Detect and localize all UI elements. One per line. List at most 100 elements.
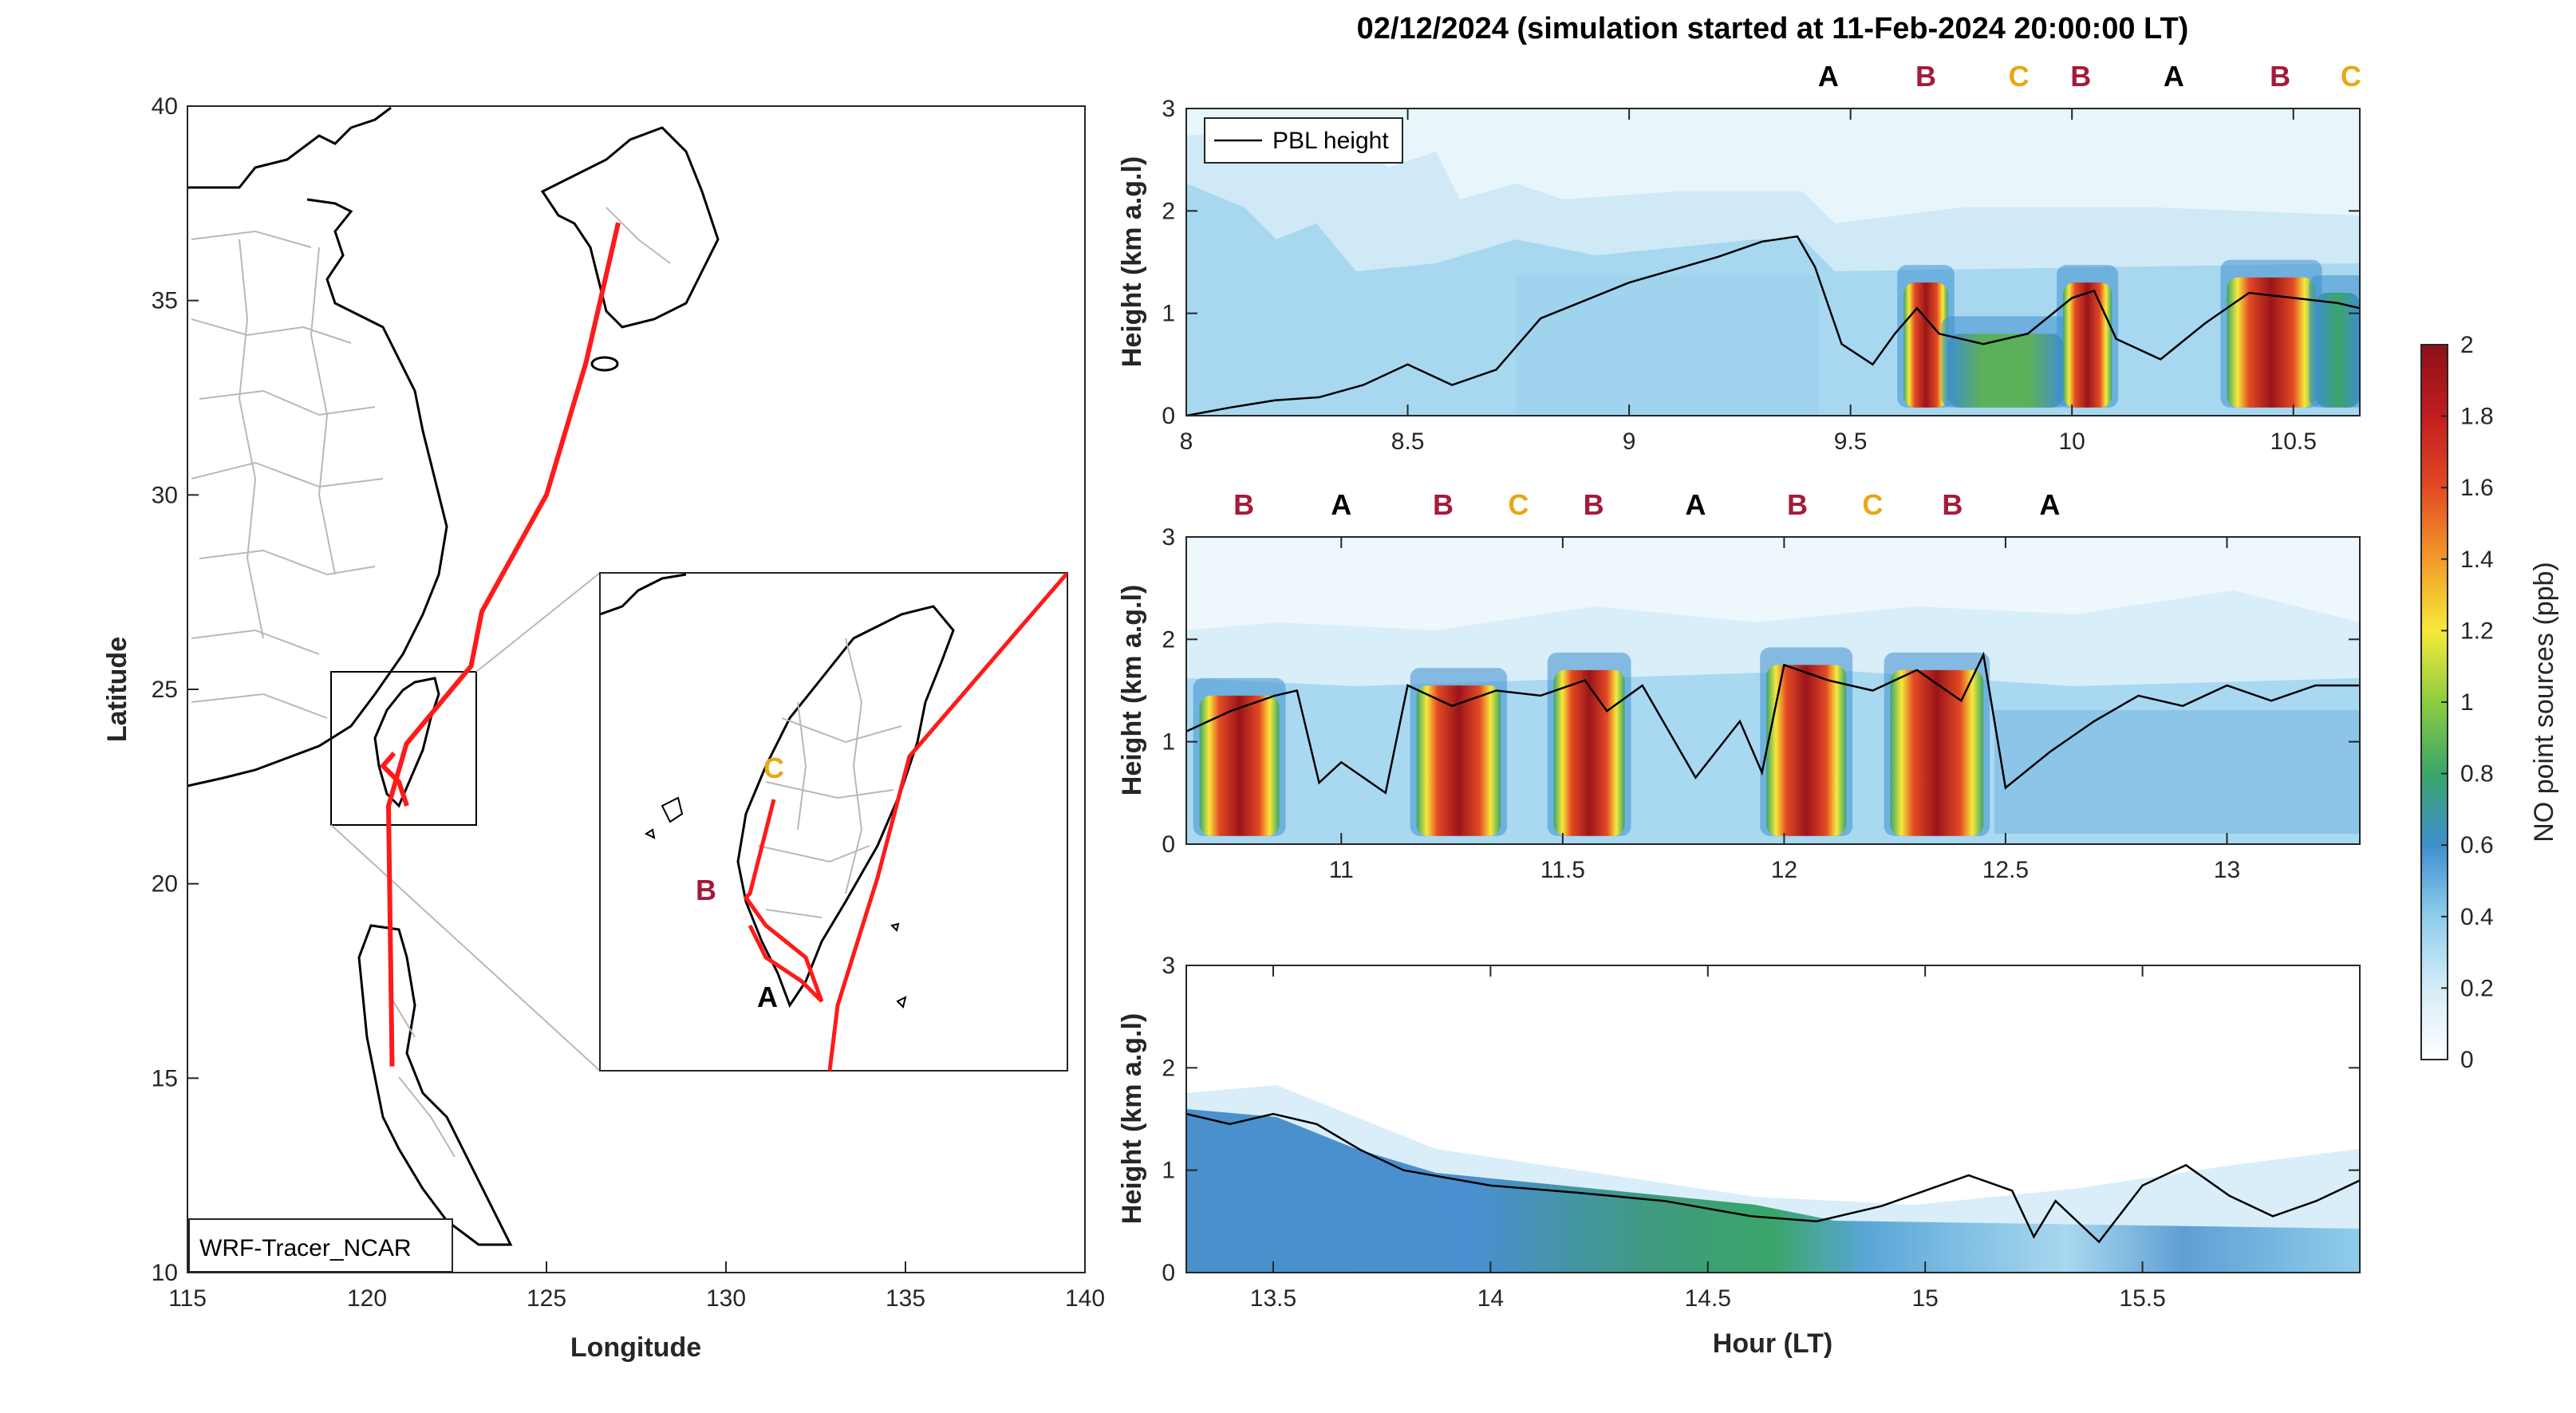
panel-frame [1185, 965, 2361, 1273]
map-x-tick-label: 130 [706, 1285, 746, 1312]
plume-column [1947, 334, 2064, 408]
panel2-y-label: Height (km a.g.l) [1117, 585, 1147, 795]
x-tick-label: 10 [2059, 428, 2085, 455]
y-tick-label: 2 [1162, 198, 1175, 224]
x-tick-label: 11 [1329, 857, 1354, 883]
inset-islands [890, 922, 907, 1008]
plume-column [1416, 685, 1501, 836]
y-tick-label: 2 [1162, 626, 1175, 653]
map-y-tick-label: 35 [152, 288, 178, 314]
zoom-connector [475, 572, 601, 673]
x-tick-label: 14.5 [1685, 1285, 1731, 1312]
colorbar-tick-label: 0.8 [2460, 761, 2494, 787]
taiwan-inset: C B A [599, 572, 1068, 1072]
colorbar-tick-label: 0.2 [2460, 975, 2494, 1001]
y-tick-label: 2 [1162, 1055, 1175, 1081]
trajectory-branch [379, 752, 409, 807]
trajectory-track [386, 222, 621, 1067]
pbl-height-line [1185, 651, 2360, 795]
site-mark-a: A [2039, 488, 2060, 521]
y-tick-label: 0 [1162, 1260, 1175, 1286]
x-tick-label: 8 [1180, 428, 1193, 455]
site-mark-b: B [1584, 488, 1604, 521]
plume-column [2227, 277, 2316, 408]
background-field-core [1516, 275, 1819, 416]
y-tick-label: 3 [1162, 96, 1175, 122]
panel-frame [1185, 108, 2361, 416]
inset-site-label-b: B [696, 874, 716, 906]
y-tick-label: 3 [1162, 524, 1175, 551]
legend-label: PBL height [1272, 128, 1389, 154]
pbl-height-line [1185, 235, 2361, 417]
y-tick-label: 3 [1162, 953, 1175, 979]
colorbar-label: NO point sources (ppb) [2529, 562, 2559, 843]
inset-site-label-a: A [757, 981, 778, 1013]
map-x-tick-label: 140 [1065, 1285, 1105, 1312]
inset-track-c [743, 799, 824, 1003]
y-tick-label: 0 [1162, 403, 1175, 429]
x-tick-label: 12.5 [1982, 857, 2029, 883]
pbl-height-line [1185, 1112, 2361, 1244]
site-mark-a: A [1331, 488, 1351, 521]
x-tick-label: 15 [1911, 1285, 1938, 1312]
site-mark-b: B [2070, 60, 2091, 93]
site-mark-c: C [2341, 60, 2361, 93]
colorbar-tick-label: 1.8 [2460, 404, 2494, 430]
site-mark-b: B [1942, 488, 1963, 521]
taiwan-coastline [373, 677, 440, 808]
inset-county-borders [757, 637, 902, 918]
colorbar: 0 0.2 0.4 0.6 0.8 1 1.2 1.4 1.6 1.8 2 NO point sou… [2420, 332, 2559, 1073]
luzon-coastline [357, 924, 513, 1246]
site-mark-b: B [1915, 60, 1936, 93]
korea-coastline [540, 126, 720, 329]
map-y-tick-label: 25 [152, 677, 178, 703]
plume-column [1766, 665, 1847, 836]
panel3-y-label: Height (km a.g.l) [1117, 1013, 1147, 1224]
plume-column [2063, 282, 2112, 408]
x-tick-label: 10.5 [2270, 428, 2317, 455]
x-tick-label: 13.5 [1250, 1285, 1296, 1312]
time-height-panel-1: 8 8.5 9 9.5 10 10.5 0 1 2 3 A B C B A B C PBL height He… [1117, 60, 2361, 455]
x-tick-label: 9 [1623, 428, 1636, 455]
y-tick-label: 0 [1162, 831, 1175, 858]
inset-track-main [827, 573, 1067, 1071]
china-coastline [187, 106, 448, 787]
model-label: WRF-Tracer_NCAR [199, 1235, 412, 1261]
site-mark-b: B [1787, 488, 1808, 521]
colorbar-tick-label: 0.4 [2460, 904, 2494, 930]
panel1-y-label: Height (km a.g.l) [1117, 156, 1147, 367]
map-x-tick-label: 135 [886, 1285, 925, 1312]
map-x-label: Longitude [570, 1332, 701, 1363]
colorbar-tick-label: 0 [2460, 1047, 2474, 1073]
x-tick-label: 11.5 [1540, 857, 1585, 883]
map-y-tick-label: 15 [152, 1065, 178, 1091]
colorbar-tick-label: 0.6 [2460, 832, 2494, 858]
x-tick-label: 8.5 [1391, 428, 1425, 455]
inset-source-box [330, 671, 477, 826]
panel3-x-label: Hour (LT) [1713, 1328, 1832, 1359]
map-x-ticks: 115 120 125 130 135 140 [168, 1261, 1105, 1312]
colorbar-tick-label: 1 [2460, 689, 2474, 716]
site-mark-a: A [2164, 60, 2184, 93]
time-height-panel-3: 13.5 14 14.5 15 15.5 0 1 2 3 Height (km a.g.l) H… [1117, 953, 2361, 1359]
zoom-connector [330, 824, 601, 1072]
y-tick-label: 1 [1162, 729, 1175, 756]
map-y-tick-label: 30 [152, 482, 178, 508]
map-x-tick-label: 120 [347, 1285, 387, 1312]
background-field-core [1994, 710, 2360, 834]
map-y-label: Latitude [102, 637, 132, 742]
site-mark-b: B [1233, 488, 1254, 521]
site-mark-a: A [1818, 60, 1839, 93]
inset-china-coast [600, 573, 687, 616]
colorbar-tick-label: 1.4 [2460, 547, 2494, 573]
plume-column [1553, 669, 1625, 836]
background-field [1186, 1109, 2360, 1273]
inset-site-label-c: C [763, 752, 784, 784]
plume-column [1890, 669, 1984, 836]
map-x-tick-label: 115 [168, 1285, 207, 1312]
map-panel: 115 120 125 130 135 140 10 15 20 25 30 35 40 Longit… [102, 93, 1105, 1363]
site-mark-a: A [1685, 488, 1706, 521]
map-y-tick-label: 10 [152, 1260, 178, 1286]
